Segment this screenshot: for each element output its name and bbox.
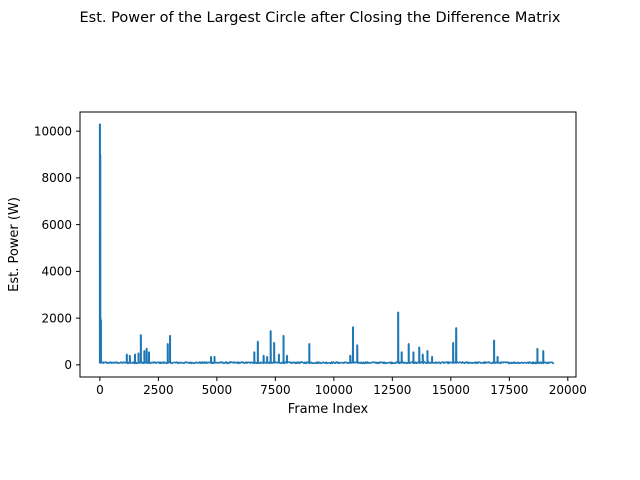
- chart-title: Est. Power of the Largest Circle after C…: [80, 10, 561, 26]
- y-tick-label: 10000: [34, 124, 72, 138]
- x-tick-label: 2500: [143, 383, 174, 397]
- x-tick-label: 17500: [490, 383, 528, 397]
- x-axis: 0 2500 5000 7500 10000 12500 15000 17500 20000: [96, 377, 587, 397]
- x-axis-label: Frame Index: [288, 402, 369, 417]
- y-tick-label: 8000: [41, 171, 72, 185]
- x-tick-label: 0: [96, 383, 104, 397]
- y-tick-label: 4000: [41, 265, 72, 279]
- y-tick-label: 2000: [41, 311, 72, 325]
- x-tick-label: 7500: [260, 383, 291, 397]
- x-tick-label: 5000: [202, 383, 233, 397]
- x-tick-label: 15000: [432, 383, 470, 397]
- y-axis: 0 2000 4000 6000 8000 10000: [34, 124, 80, 372]
- y-axis-label: Est. Power (W): [7, 197, 22, 292]
- plot-area: [80, 112, 576, 377]
- y-tick-label: 6000: [41, 218, 72, 232]
- x-tick-label: 12500: [373, 383, 411, 397]
- x-tick-label: 20000: [549, 383, 587, 397]
- y-tick-label: 0: [64, 358, 72, 372]
- axes-frame: [79, 111, 577, 378]
- series-layer: [98, 123, 555, 365]
- x-tick-label: 10000: [315, 383, 353, 397]
